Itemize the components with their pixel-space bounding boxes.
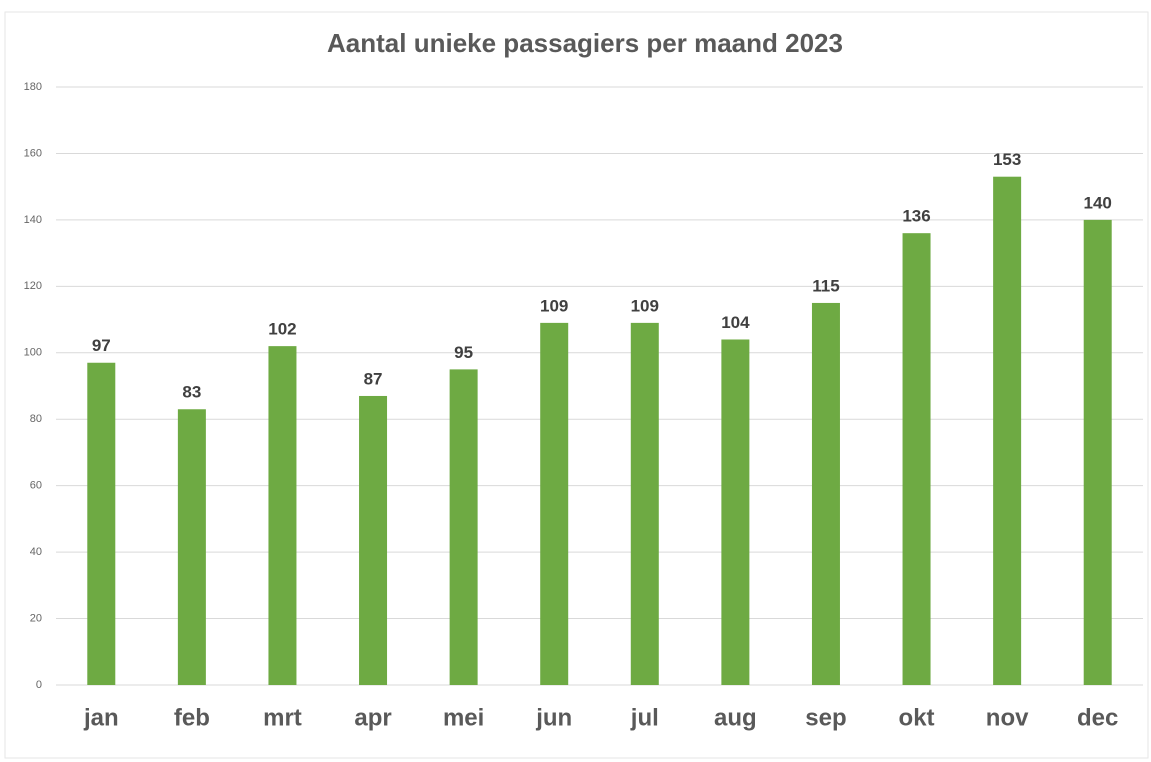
value-label: 95 <box>454 343 473 362</box>
y-tick-label: 140 <box>24 214 42 226</box>
y-tick-label: 40 <box>30 546 42 558</box>
y-tick-label: 80 <box>30 413 42 425</box>
x-tick-label: feb <box>174 704 210 731</box>
value-label: 140 <box>1084 193 1112 212</box>
x-tick-label: mrt <box>263 704 302 731</box>
bar <box>540 322 569 685</box>
y-tick-label: 20 <box>30 612 42 624</box>
value-label: 97 <box>92 336 111 355</box>
bar <box>902 233 931 685</box>
x-tick-label: nov <box>986 704 1029 731</box>
value-label: 109 <box>631 296 659 315</box>
bar <box>177 409 206 685</box>
x-tick-label: apr <box>354 704 391 731</box>
y-tick-label: 120 <box>24 280 42 292</box>
value-label: 87 <box>364 369 383 388</box>
y-tick-label: 0 <box>36 679 42 691</box>
bar <box>359 395 388 685</box>
y-tick-label: 180 <box>24 81 42 93</box>
value-label: 153 <box>993 150 1021 169</box>
bar <box>449 369 478 685</box>
bar <box>811 302 840 685</box>
x-tick-label: jul <box>630 704 659 731</box>
x-tick-label: jan <box>83 704 119 731</box>
bar <box>993 176 1022 685</box>
value-label: 83 <box>182 383 201 402</box>
x-tick-label: okt <box>899 704 935 731</box>
x-tick-label: aug <box>714 704 757 731</box>
y-tick-label: 100 <box>24 347 42 359</box>
x-tick-label: mei <box>443 704 484 731</box>
value-label: 136 <box>902 207 930 226</box>
x-tick-label: jun <box>535 704 572 731</box>
x-tick-label: dec <box>1077 704 1118 731</box>
y-tick-label: 60 <box>30 480 42 492</box>
value-label: 104 <box>721 313 750 332</box>
x-tick-label: sep <box>805 704 846 731</box>
chart-frame <box>4 11 1149 759</box>
bar <box>721 339 750 685</box>
y-tick-label: 160 <box>24 147 42 159</box>
bar <box>1083 219 1112 685</box>
value-label: 102 <box>268 320 296 339</box>
chart-title: Aantal unieke passagiers per maand 2023 <box>327 28 843 58</box>
bar <box>87 362 116 685</box>
value-label: 109 <box>540 296 568 315</box>
value-label: 115 <box>812 276 839 295</box>
bar <box>268 346 297 685</box>
bar <box>630 322 659 685</box>
